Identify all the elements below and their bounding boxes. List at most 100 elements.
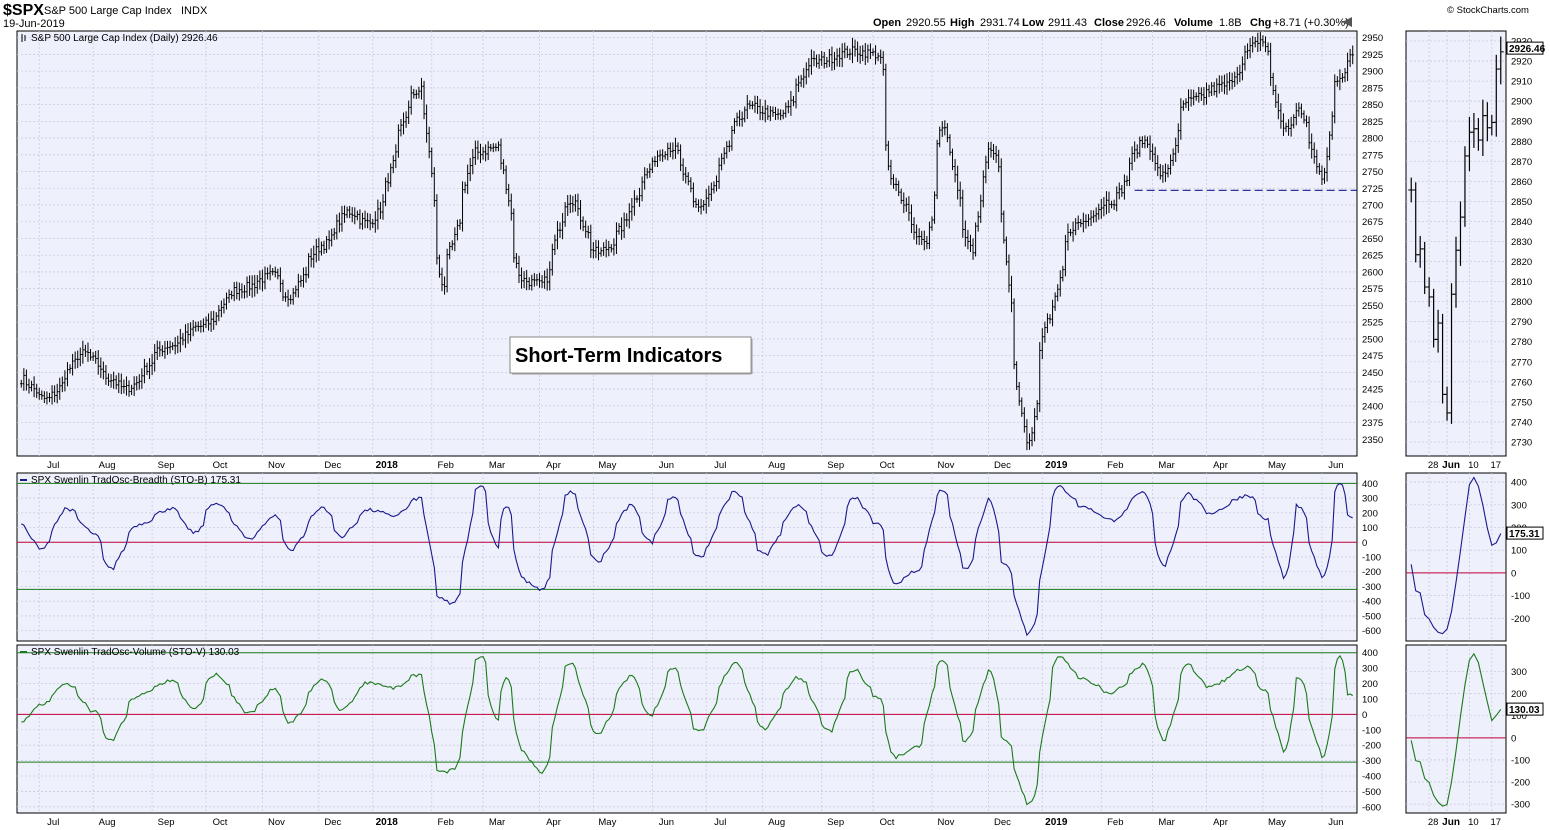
ohlc-bar xyxy=(876,52,880,62)
y-tick-label: 2820 xyxy=(1511,257,1532,268)
x-tick-label: Nov xyxy=(268,817,285,828)
ohlc-bar xyxy=(864,42,867,66)
ohlc-bar xyxy=(1061,265,1065,282)
x-tick-label: Mar xyxy=(489,460,505,471)
ohlc-bar xyxy=(1169,154,1172,175)
ohlc-bar xyxy=(1197,87,1200,103)
ohlc-bar xyxy=(45,391,49,405)
ohlc-bar xyxy=(797,75,800,93)
ohlc-bar xyxy=(1166,164,1170,178)
ohlc-bar xyxy=(576,193,580,216)
ohlc-bar xyxy=(171,342,174,351)
ohlc-bar xyxy=(1118,182,1121,200)
ohlc-bar xyxy=(1210,82,1213,96)
ohlc-bar xyxy=(281,279,285,302)
ohlc-bar xyxy=(58,377,61,400)
ohlc-bar xyxy=(799,74,803,87)
ohlc-bar xyxy=(1015,361,1018,391)
ohlc-bar xyxy=(425,104,428,143)
ohlc-bar xyxy=(1233,71,1236,87)
ohlc-bar xyxy=(976,211,980,232)
oscillator-line xyxy=(21,482,1353,637)
ohlc-bar xyxy=(1018,381,1021,406)
y-tick-label: -600 xyxy=(1362,626,1381,637)
x-tick-label: Feb xyxy=(1107,817,1123,828)
high-value: 2931.74 xyxy=(980,17,1020,29)
ohlc-bar xyxy=(1097,203,1100,220)
ohlc-bar xyxy=(217,305,221,322)
ohlc-bar xyxy=(646,168,649,179)
x-tick-label: Dec xyxy=(324,460,341,471)
ohlc-bar xyxy=(743,106,746,123)
ohlc-bar xyxy=(368,213,372,231)
ohlc-bar xyxy=(874,45,877,65)
ohlc-bar xyxy=(905,197,908,212)
value-tag-text: 130.03 xyxy=(1509,705,1540,716)
x-tick-label: Sep xyxy=(158,817,175,828)
ohlc-bar xyxy=(712,181,716,194)
ohlc-bar xyxy=(327,230,331,250)
ohlc-bar xyxy=(689,177,693,193)
ohlc-bar xyxy=(1225,73,1229,95)
ohlc-bar xyxy=(784,102,787,118)
ohlc-bar xyxy=(389,163,392,188)
y-tick-label: 300 xyxy=(1511,500,1527,511)
close-value: 2926.46 xyxy=(1126,17,1166,29)
ohlc-bar xyxy=(263,266,267,290)
y-tick-label: 2800 xyxy=(1511,297,1532,308)
ohlc-bar xyxy=(253,275,256,297)
ohlc-bar xyxy=(489,143,492,152)
sto-b-panel-main: 400 300 200 100 0 -100 -200 -300 -400 -500 -600 SPX… xyxy=(16,472,1381,642)
ohlc-bar xyxy=(330,228,333,247)
ohlc-bar xyxy=(445,248,449,293)
ohlc-bar xyxy=(1282,113,1285,136)
x-tick-label: Aug xyxy=(99,460,116,471)
ohlc-bar xyxy=(964,220,967,247)
ohlc-bar xyxy=(371,218,374,229)
panel-frame xyxy=(1405,30,1507,457)
ohlc-bar xyxy=(1069,228,1072,237)
ohlc-bar xyxy=(545,268,549,291)
ohlc-bar xyxy=(602,242,605,256)
ohlc-bar xyxy=(1261,35,1265,47)
ohlc-bar xyxy=(935,139,939,200)
ohlc-bar xyxy=(1202,87,1206,106)
ohlc-bar xyxy=(589,224,592,258)
ohlc-bar xyxy=(294,285,297,298)
ohlc-bar xyxy=(1174,137,1177,162)
y-tick-label: -200 xyxy=(1511,614,1530,625)
ohlc-bar xyxy=(982,170,985,208)
ohlc-bar xyxy=(402,112,405,135)
y-tick-label: -300 xyxy=(1362,582,1381,593)
ohlc-bar xyxy=(1195,92,1198,101)
ohlc-bar xyxy=(471,148,474,175)
ohlc-bar xyxy=(620,217,623,240)
ohlc-bar xyxy=(738,110,741,127)
ohlc-bar xyxy=(1074,218,1077,236)
ohlc-bar xyxy=(640,176,644,202)
ohlc-bar xyxy=(466,164,469,195)
ohlc-bar xyxy=(679,144,682,172)
high-label: High xyxy=(950,17,975,29)
collapse-arrow-icon[interactable] xyxy=(1342,17,1352,27)
ohlc-bar xyxy=(730,125,734,151)
ohlc-bar xyxy=(179,328,182,353)
x-tick-label: Aug xyxy=(768,460,785,471)
ohlc-bar xyxy=(212,310,215,330)
y-tick-label: 2700 xyxy=(1362,201,1383,212)
ohlc-bar xyxy=(343,205,346,223)
ohlc-bar xyxy=(1269,42,1272,86)
ohlc-bar xyxy=(32,376,36,398)
ohlc-bar xyxy=(1318,163,1321,175)
ohlc-bar xyxy=(1305,115,1308,128)
y-tick-label: 2740 xyxy=(1511,417,1532,428)
y-tick-label: 2900 xyxy=(1362,67,1383,78)
ohlc-bar xyxy=(35,383,38,398)
ohlc-bar xyxy=(887,140,890,171)
ohlc-bar xyxy=(266,267,269,280)
value-tag-text: 175.31 xyxy=(1509,529,1540,540)
y-tick-label: 2550 xyxy=(1362,301,1383,312)
ohlc-bar xyxy=(145,362,149,376)
ohlc-bar xyxy=(1130,146,1134,171)
